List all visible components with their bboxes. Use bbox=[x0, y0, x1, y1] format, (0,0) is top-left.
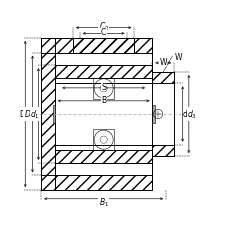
Text: D: D bbox=[19, 110, 25, 119]
Bar bbox=[152, 106, 154, 123]
Text: $d_1$: $d_1$ bbox=[30, 108, 40, 121]
Bar bbox=[93, 129, 114, 151]
Text: C: C bbox=[101, 28, 106, 37]
Text: $d_3$: $d_3$ bbox=[186, 108, 196, 121]
Bar bbox=[52, 106, 55, 123]
Text: $B_1$: $B_1$ bbox=[98, 195, 108, 208]
Text: $C_2$: $C_2$ bbox=[98, 21, 108, 33]
Bar bbox=[93, 78, 114, 100]
Text: $D_1$: $D_1$ bbox=[24, 108, 34, 121]
Text: d: d bbox=[182, 110, 187, 119]
Text: W: W bbox=[174, 52, 181, 61]
Text: B: B bbox=[101, 95, 106, 104]
Text: W: W bbox=[159, 57, 166, 66]
Text: S: S bbox=[101, 82, 106, 91]
